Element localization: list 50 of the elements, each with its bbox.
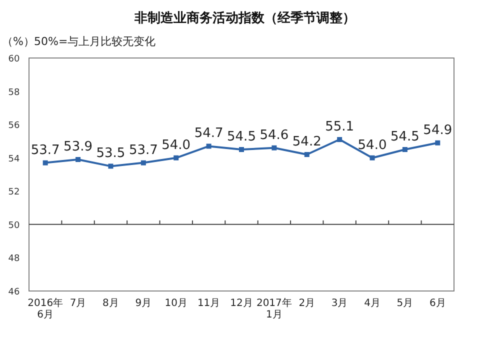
point	[304, 152, 310, 158]
text: 50%=与上月比较无变化	[34, 35, 156, 48]
x-tick-label: 7月	[70, 298, 86, 309]
x-tick-label: 2016年 6月	[28, 297, 64, 320]
y-tick-label: 60	[8, 54, 20, 64]
text: 54.5	[227, 130, 256, 145]
y-tick-label: 46	[8, 288, 20, 298]
y-tick-label: 54	[8, 154, 20, 164]
text: 53.5	[96, 146, 126, 162]
point	[239, 147, 244, 152]
text: 54.7	[194, 126, 224, 142]
point	[402, 147, 408, 152]
text: 54.0	[162, 138, 191, 153]
point	[42, 160, 48, 166]
point	[140, 160, 146, 166]
x-tick-label: 2017年 1月	[256, 297, 292, 320]
text: 55.1	[325, 120, 354, 135]
text: 54.2	[292, 134, 322, 150]
text: 54.6	[260, 128, 289, 143]
text: 54.5	[390, 130, 420, 145]
y-tick-label: 58	[8, 88, 20, 98]
point	[370, 155, 375, 160]
point	[206, 144, 212, 149]
text: 53.7	[128, 142, 158, 158]
point	[435, 140, 440, 146]
x-tick-label: 9月	[135, 298, 152, 309]
x-tick-label: 11月	[197, 298, 220, 309]
x-tick-label: 5月	[396, 298, 414, 309]
y-tick-label: 52	[8, 188, 20, 198]
y-tick-label: 48	[8, 254, 20, 264]
x-tick-label: 2月	[298, 298, 316, 309]
chart-title: 非制造业商务活动指数（经季节调整）	[134, 10, 356, 26]
point	[76, 157, 81, 162]
x-tick-label: 3月	[331, 298, 348, 309]
point	[272, 145, 277, 150]
text: 54.9	[423, 122, 452, 138]
y-axis-title: （%）	[2, 35, 34, 48]
x-tick-label: 4月	[364, 298, 380, 309]
y-tick-label: 56	[8, 121, 20, 132]
text: 53.7	[30, 142, 60, 158]
x-tick-label: 12月	[230, 298, 253, 309]
x-tick-label: 10月	[164, 298, 188, 309]
point	[174, 155, 179, 160]
point	[337, 137, 342, 142]
text: 54.0	[358, 138, 387, 153]
point	[108, 164, 114, 169]
text: 53.9	[64, 140, 93, 155]
x-tick-label: 8月	[102, 298, 119, 309]
x-tick-label: 6月	[429, 298, 446, 309]
y-tick-label: 50	[8, 220, 20, 231]
